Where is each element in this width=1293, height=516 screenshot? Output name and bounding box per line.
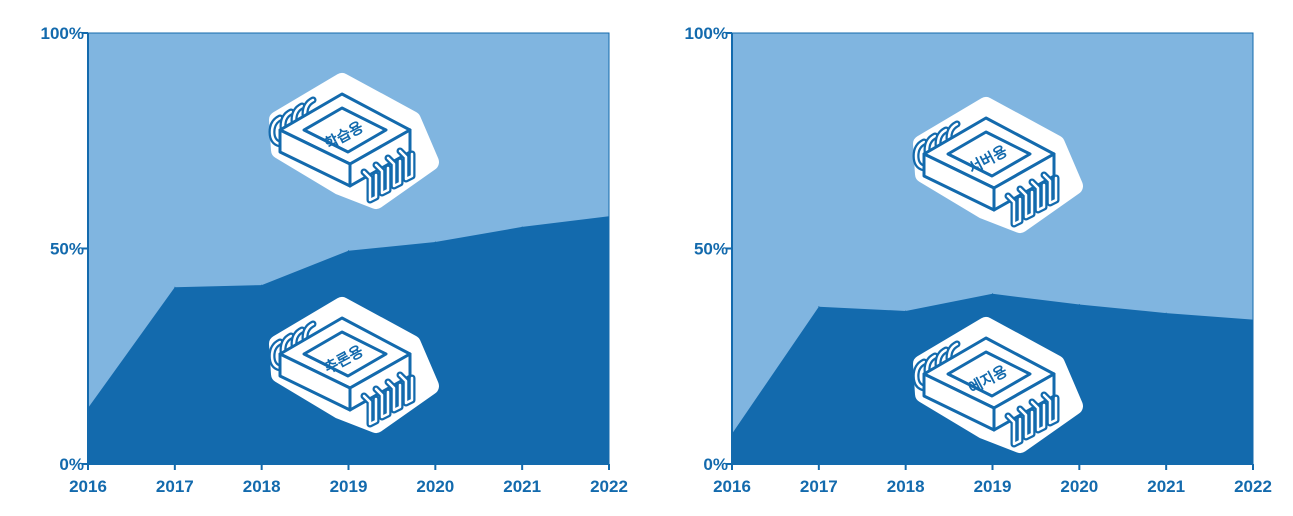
lower-chip-icon: 에지용 (912, 317, 1083, 453)
x-tick-label-2017: 2017 (156, 477, 194, 496)
point-추론용-2020 (434, 241, 436, 243)
point-추론용-2021 (521, 226, 523, 228)
y-tick-label-50%: 50% (50, 240, 84, 259)
x-tick-label-2020: 2020 (416, 477, 454, 496)
y-tick-label-0%: 0% (59, 455, 84, 474)
y-tick-label-100%: 100% (41, 24, 84, 43)
x-tick-label-2018: 2018 (243, 477, 281, 496)
y-tick-label-50%: 50% (694, 240, 728, 259)
point-에지용-2018 (905, 310, 907, 312)
x-tick-label-2021: 2021 (1147, 477, 1185, 496)
x-tick-label-2020: 2020 (1060, 477, 1098, 496)
point-에지용-2017 (818, 306, 820, 308)
x-tick-label-2022: 2022 (590, 477, 628, 496)
y-tick-label-100%: 100% (685, 24, 728, 43)
upper-chip-icon: 학습용 (268, 73, 439, 209)
upper-chip-icon: 서버용 (912, 97, 1083, 233)
x-tick-label-2019: 2019 (974, 477, 1012, 496)
x-tick-label-2019: 2019 (330, 477, 368, 496)
x-tick-label-2018: 2018 (887, 477, 925, 496)
chart-left: 2016 2017 2018 2019 2020 2021 2022 0% 50% 100% 학습용… (41, 24, 628, 496)
x-tick-label-2022: 2022 (1234, 477, 1272, 496)
point-추론용-2017 (174, 286, 176, 288)
point-에지용-2019 (992, 293, 993, 295)
x-tick-label-2021: 2021 (503, 477, 541, 496)
x-tick-label-2017: 2017 (800, 477, 838, 496)
x-tick-label-2016: 2016 (69, 477, 107, 496)
point-추론용-2018 (261, 284, 263, 286)
lower-chip-icon: 추론용 (268, 297, 439, 433)
point-에지용-2021 (1165, 312, 1167, 314)
point-추론용-2019 (348, 250, 349, 252)
x-tick-label-2016: 2016 (713, 477, 751, 496)
chart-right: 2016 2017 2018 2019 2020 2021 2022 0% 50% 100% 서버용… (685, 24, 1272, 496)
point-에지용-2020 (1078, 304, 1080, 306)
y-tick-label-0%: 0% (703, 455, 728, 474)
